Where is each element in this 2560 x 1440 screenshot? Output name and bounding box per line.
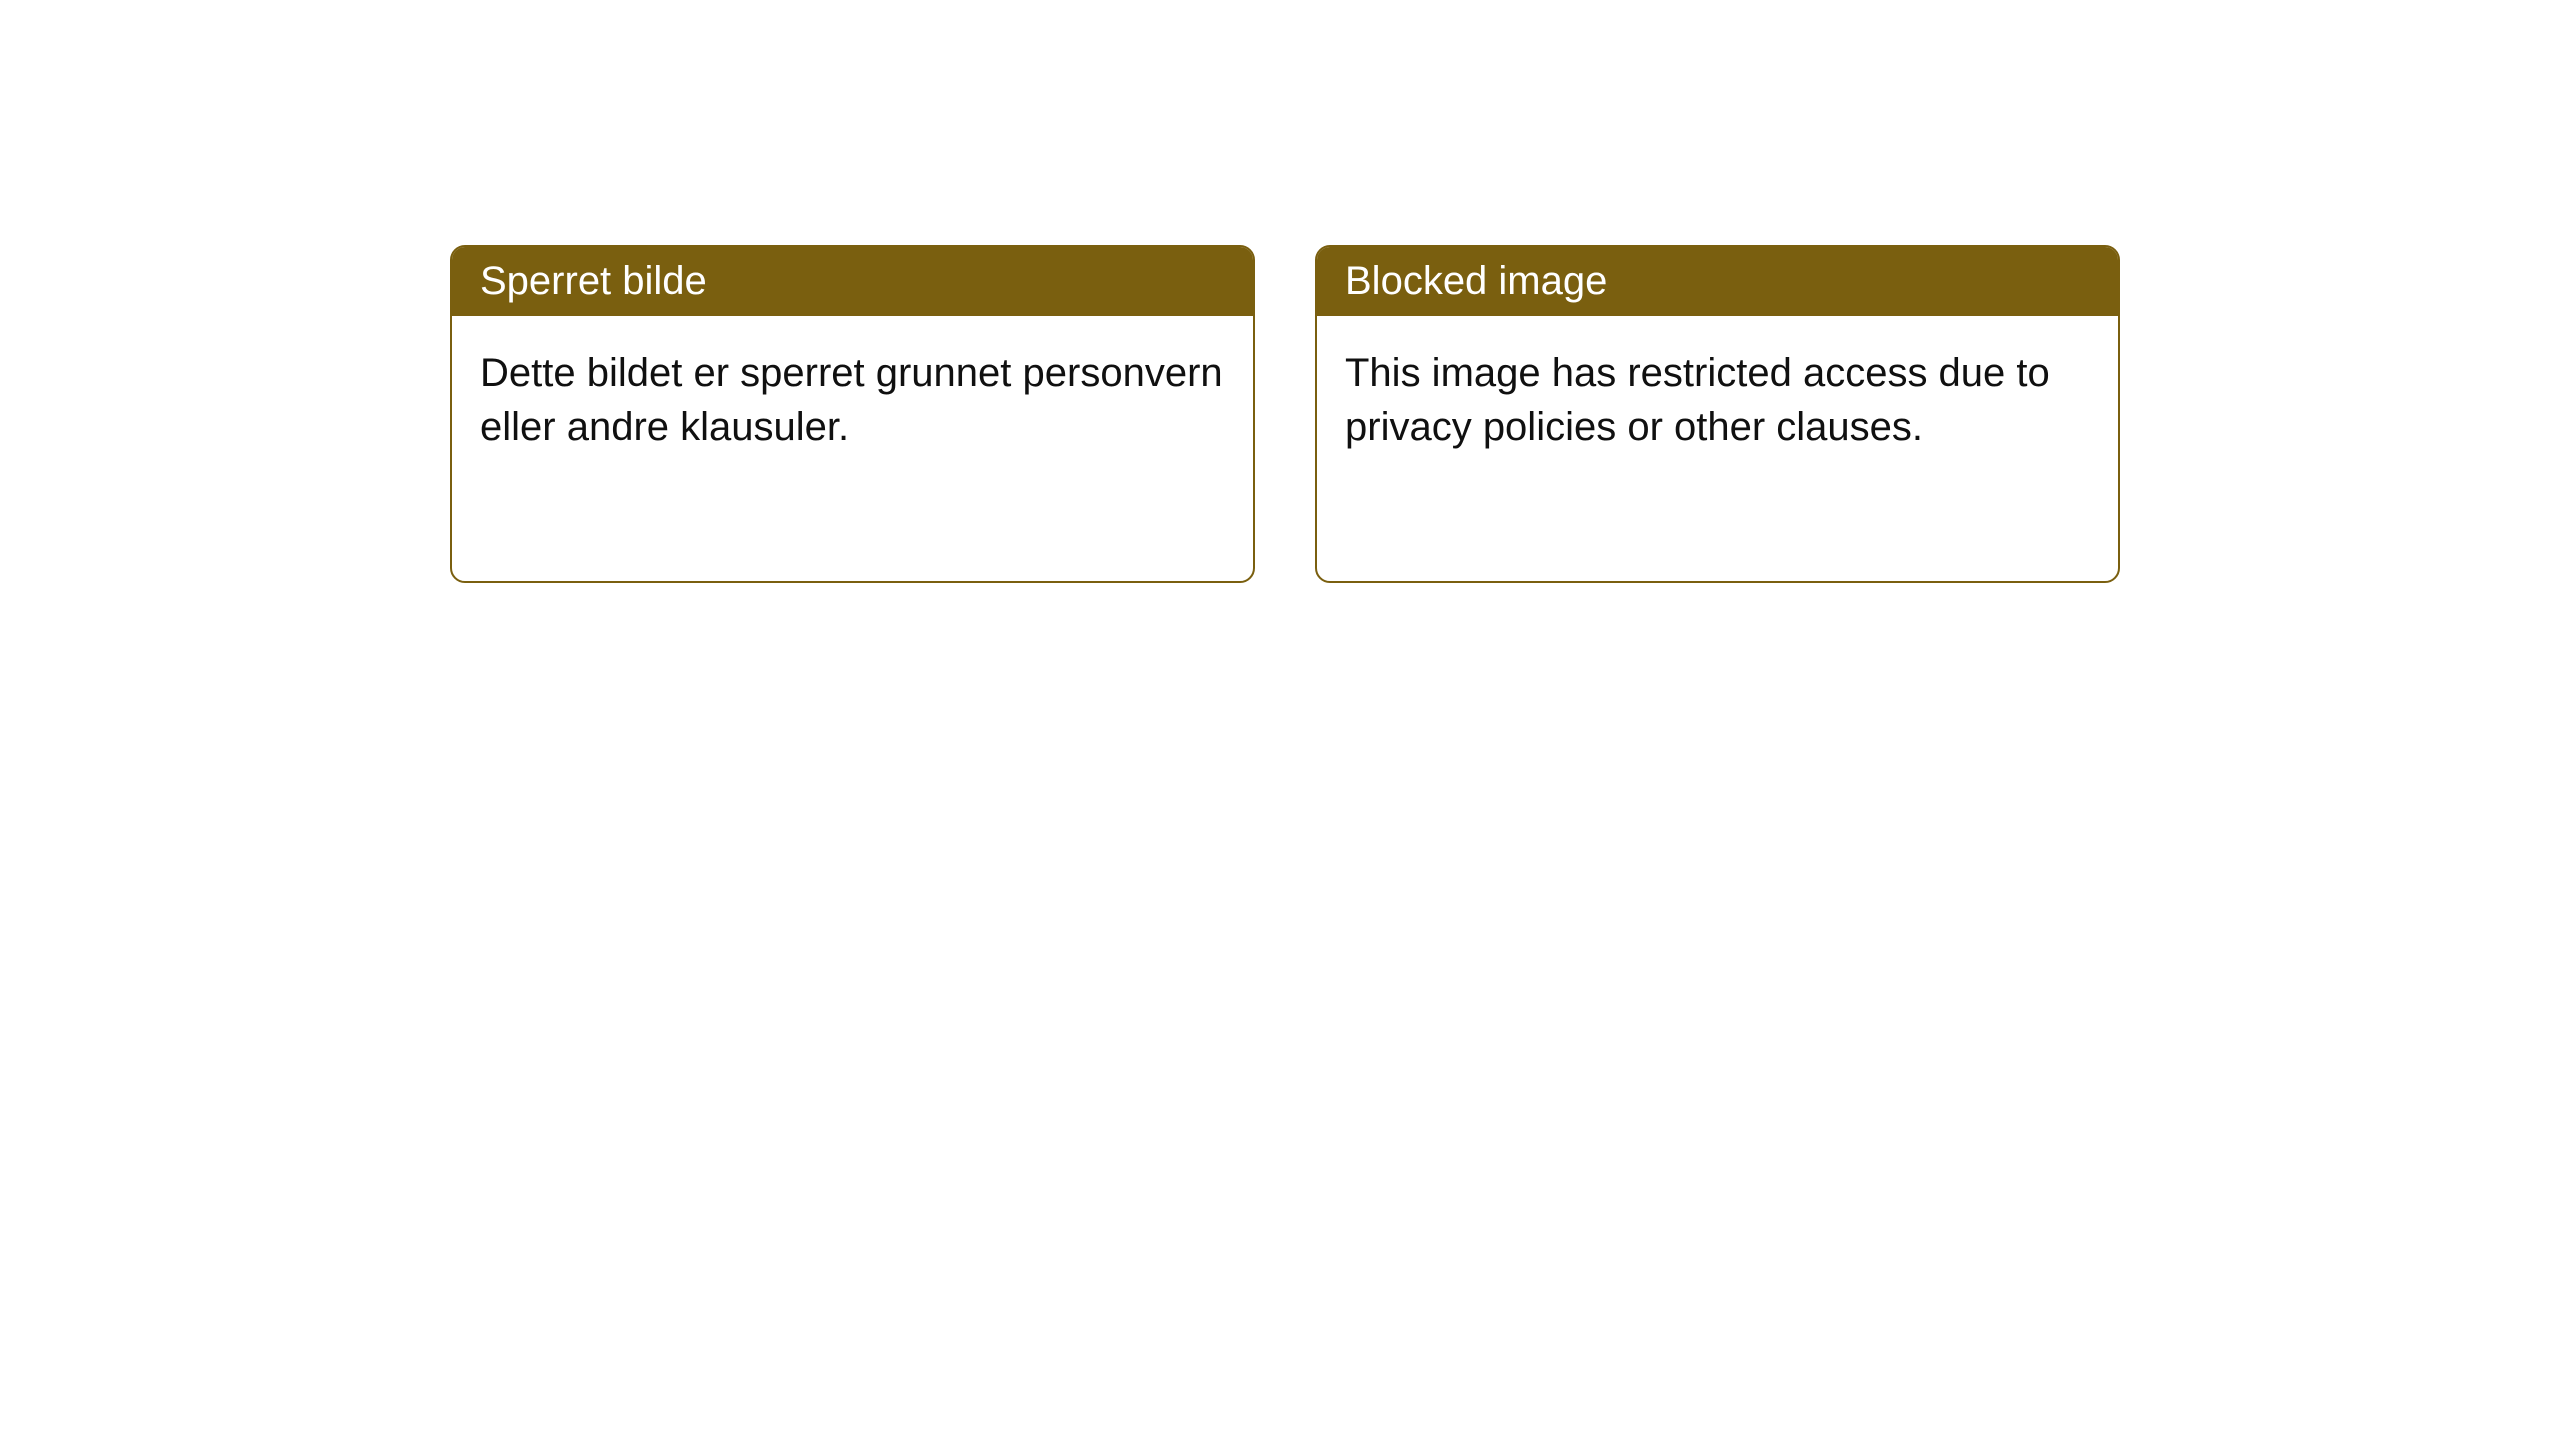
card-header-no: Sperret bilde	[452, 247, 1253, 316]
blocked-image-card-en: Blocked image This image has restricted …	[1315, 245, 2120, 583]
blocked-image-card-no: Sperret bilde Dette bildet er sperret gr…	[450, 245, 1255, 583]
card-body-en: This image has restricted access due to …	[1317, 316, 2118, 484]
notice-cards-container: Sperret bilde Dette bildet er sperret gr…	[0, 0, 2560, 583]
card-header-en: Blocked image	[1317, 247, 2118, 316]
card-body-no: Dette bildet er sperret grunnet personve…	[452, 316, 1253, 484]
